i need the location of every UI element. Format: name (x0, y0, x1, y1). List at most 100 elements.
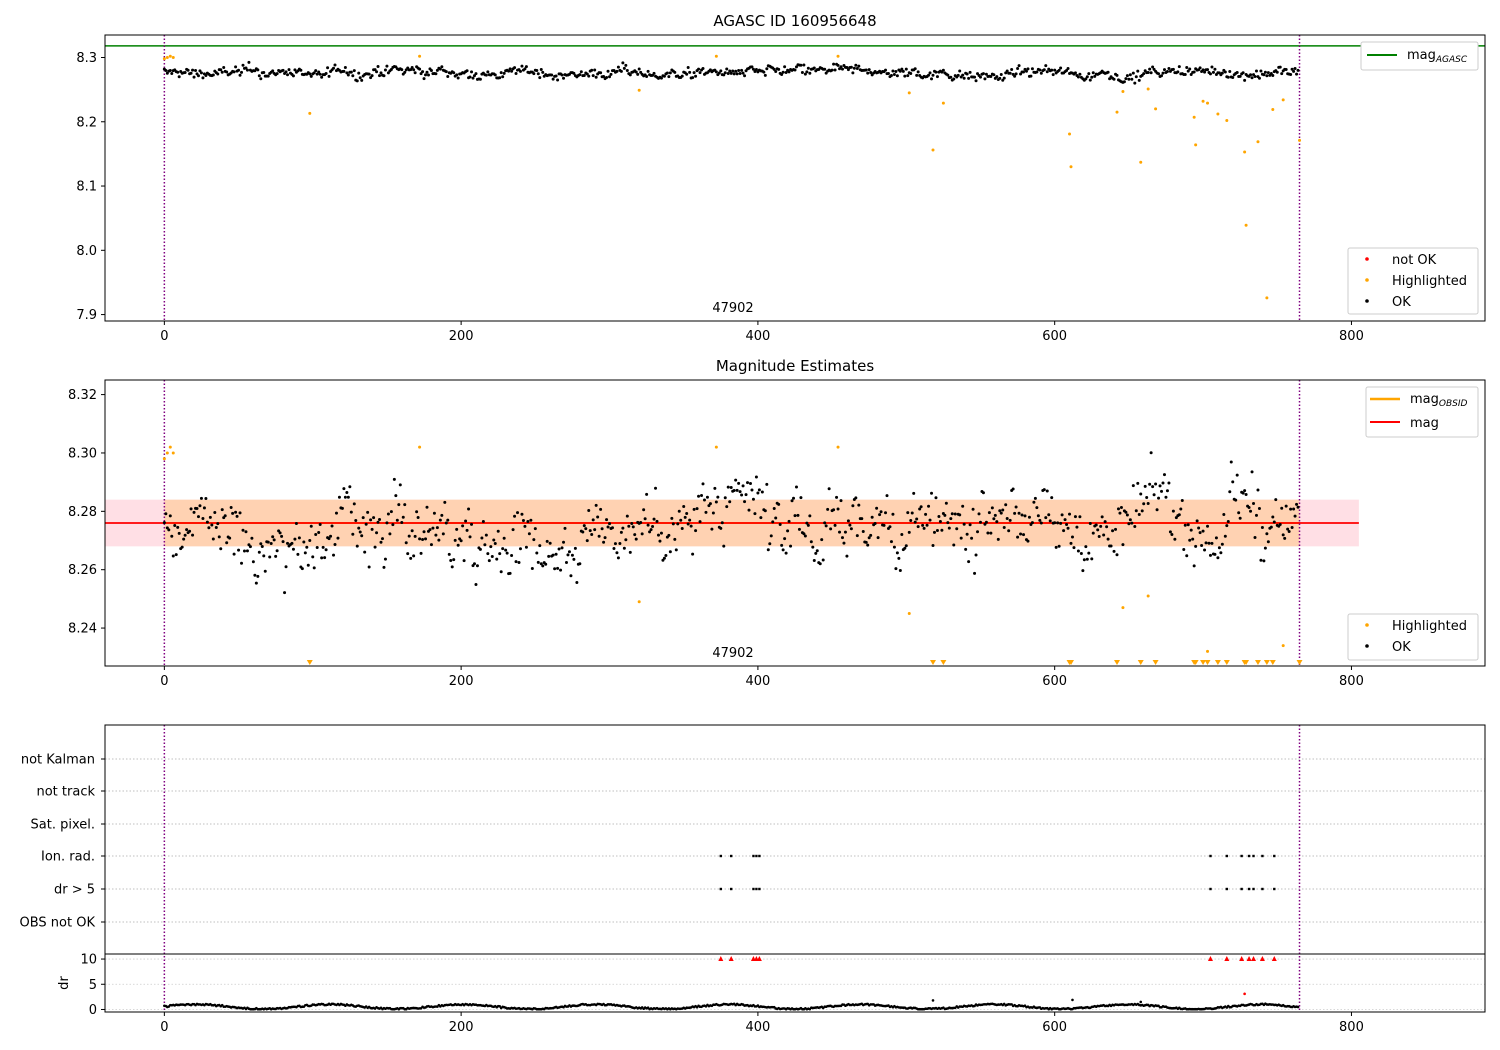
ok-point (593, 68, 597, 72)
ok-point (648, 530, 652, 534)
ok-point (852, 66, 856, 70)
panel-flags: not Kalman not track Sat. pixel. Ion. rad. d… (20, 724, 1486, 1035)
x-tick-label: 800 (1339, 1020, 1364, 1035)
ok-point (931, 73, 935, 77)
x-tick-label: 800 (1339, 674, 1364, 689)
ok-point (376, 520, 380, 524)
ok-point (940, 528, 944, 532)
ok-point (990, 506, 994, 510)
ok-point (294, 522, 298, 526)
ok-point (1223, 70, 1227, 74)
x-tick-label: 600 (1042, 1020, 1067, 1035)
ok-point (930, 491, 934, 495)
ok-point (1281, 533, 1285, 537)
ok-point (413, 71, 417, 75)
ok-point (1038, 68, 1042, 72)
ok-point (983, 77, 987, 81)
ok-point (1177, 513, 1181, 517)
ok-point (1243, 78, 1247, 82)
ok-point (748, 481, 752, 485)
ok-point (734, 478, 738, 482)
ok-point (333, 63, 337, 67)
highlighted-point (1146, 594, 1150, 598)
ok-point (323, 556, 327, 560)
ok-point (214, 526, 218, 530)
ok-point (1158, 484, 1162, 488)
ok-point (514, 71, 518, 75)
ok-point (185, 528, 189, 532)
ok-point (800, 70, 804, 74)
flag-point (729, 854, 733, 858)
highlighted-point (1121, 90, 1125, 94)
ok-point (513, 66, 517, 70)
ok-point (1136, 69, 1140, 73)
ok-point (750, 488, 754, 492)
ok-point (523, 67, 527, 71)
ok-point (711, 511, 715, 515)
ok-point (572, 71, 576, 75)
ok-point (210, 523, 214, 527)
ok-point (1284, 504, 1288, 508)
ok-point (762, 70, 766, 74)
ok-point (505, 551, 509, 555)
ok-point (398, 483, 402, 487)
ok-point (547, 554, 551, 558)
ok-point (823, 521, 827, 525)
ok-point (694, 74, 698, 78)
ok-point (898, 69, 902, 73)
ok-point (740, 68, 744, 72)
ok-point (1229, 460, 1233, 464)
ok-point (324, 71, 328, 75)
legend-label: magAGASC (1407, 48, 1468, 65)
ok-point (403, 70, 407, 74)
ok-point (1102, 533, 1106, 537)
ok-point (452, 71, 456, 75)
ok-point (698, 71, 702, 75)
ok-point (765, 482, 769, 486)
ok-point (395, 518, 399, 522)
ok-point (1207, 541, 1211, 545)
ok-point (591, 74, 595, 78)
ok-point (1014, 72, 1018, 76)
highlighted-point (418, 445, 422, 449)
ok-point (854, 63, 858, 67)
ok-point (1228, 490, 1232, 494)
ok-point (606, 525, 610, 529)
ok-point (827, 487, 831, 491)
ok-point (293, 68, 297, 72)
ok-point (348, 485, 352, 489)
ok-point (575, 581, 579, 585)
ok-point (698, 520, 702, 524)
ok-point (701, 66, 705, 70)
ok-point (254, 581, 258, 585)
ok-point (904, 544, 908, 548)
ok-point (554, 552, 558, 556)
ok-point (290, 541, 294, 545)
ok-point (667, 75, 671, 79)
dr-tick-label: 5 (89, 978, 97, 993)
ok-point (840, 67, 844, 71)
legend-label-highlighted: Highlighted (1392, 619, 1467, 634)
ok-point (453, 538, 457, 542)
ok-point (283, 591, 287, 595)
ok-point (757, 488, 761, 492)
ok-point (550, 73, 554, 77)
ok-point (809, 540, 813, 544)
axes-frame (104, 379, 1486, 667)
ok-point (493, 73, 497, 77)
ok-point (1036, 514, 1040, 518)
ok-point (732, 488, 736, 492)
ok-point (821, 558, 825, 562)
ok-point (790, 499, 794, 503)
ok-point (1249, 509, 1253, 513)
ok-point (232, 70, 236, 74)
ok-point (1017, 64, 1021, 68)
x-tick-label: 600 (1042, 329, 1067, 344)
ok-point (1173, 537, 1177, 541)
ok-point (1222, 512, 1226, 516)
ok-point (1284, 67, 1288, 71)
ok-point (412, 68, 416, 72)
ok-point (735, 72, 739, 76)
ok-point (662, 556, 666, 560)
ok-point (722, 73, 726, 77)
